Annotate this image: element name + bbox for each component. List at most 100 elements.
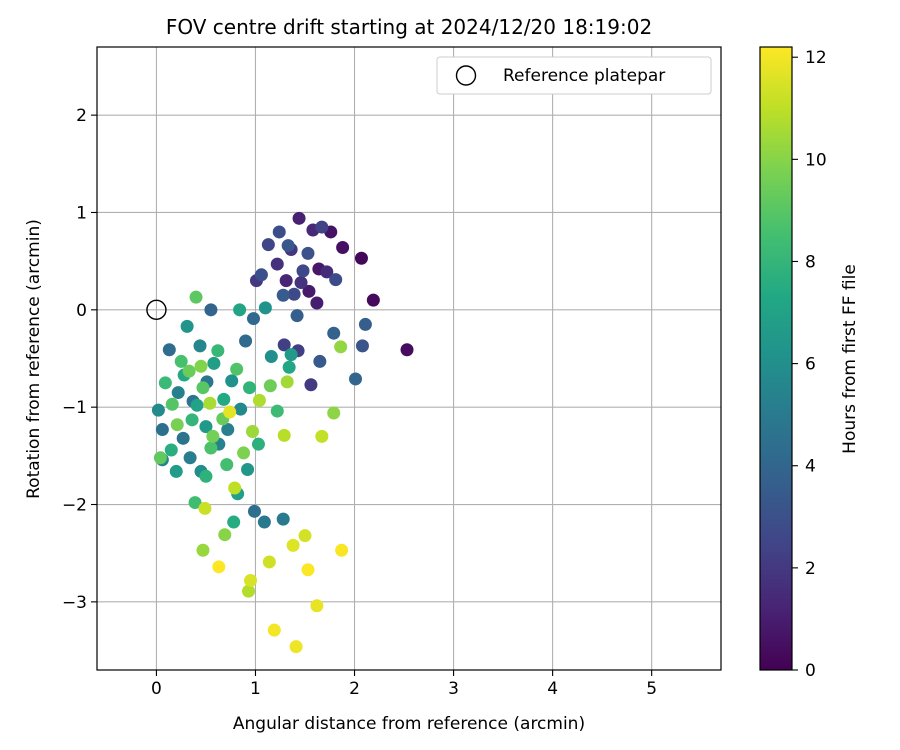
data-point bbox=[336, 241, 350, 255]
data-point bbox=[301, 246, 315, 260]
data-point bbox=[190, 398, 204, 412]
data-point bbox=[304, 378, 318, 392]
data-point bbox=[234, 402, 248, 416]
data-point bbox=[290, 309, 304, 323]
data-point bbox=[251, 437, 265, 451]
data-point bbox=[180, 319, 194, 333]
data-point bbox=[212, 560, 226, 574]
data-point bbox=[182, 364, 196, 378]
colorbar-tick-label: 0 bbox=[805, 661, 816, 681]
data-point bbox=[313, 354, 327, 368]
data-point bbox=[185, 413, 199, 427]
data-point bbox=[203, 396, 217, 410]
y-tick-label: 0 bbox=[76, 301, 87, 321]
data-point bbox=[252, 393, 266, 407]
data-point bbox=[334, 340, 348, 354]
data-point bbox=[349, 372, 363, 386]
data-point bbox=[366, 293, 380, 307]
data-point bbox=[264, 350, 278, 364]
data-point bbox=[242, 584, 256, 598]
data-point bbox=[204, 441, 218, 455]
data-point bbox=[327, 406, 341, 420]
grid-lines bbox=[97, 47, 721, 670]
colorbar-tick-label: 2 bbox=[805, 559, 816, 579]
data-point bbox=[196, 381, 210, 395]
data-point bbox=[246, 425, 260, 439]
data-point bbox=[247, 504, 261, 518]
data-point bbox=[262, 555, 276, 569]
chart-title: FOV centre drift starting at 2024/12/20 … bbox=[166, 15, 652, 39]
x-axis-label: Angular distance from reference (arcmin) bbox=[233, 714, 585, 734]
colorbar-label: Hours from first FF file bbox=[840, 264, 860, 454]
data-point bbox=[310, 599, 324, 613]
data-point bbox=[244, 573, 258, 587]
data-point bbox=[189, 290, 203, 304]
data-point bbox=[162, 343, 176, 357]
data-point bbox=[174, 354, 188, 368]
data-point bbox=[228, 481, 242, 495]
x-tick-label: 3 bbox=[448, 679, 459, 699]
data-point bbox=[193, 339, 207, 353]
data-point bbox=[284, 348, 298, 362]
data-point bbox=[164, 443, 178, 457]
data-point bbox=[230, 362, 244, 376]
colorbar: 0 2 4 6 8 10 12 Hours from first FF file bbox=[759, 46, 860, 681]
data-point bbox=[267, 623, 281, 637]
data-point bbox=[281, 239, 295, 253]
data-point bbox=[296, 264, 310, 278]
data-point bbox=[199, 469, 213, 483]
data-point bbox=[335, 543, 349, 557]
y-tick-label: −1 bbox=[62, 398, 87, 418]
data-point bbox=[263, 379, 277, 393]
y-axis-label: Rotation from reference (arcmin) bbox=[24, 219, 44, 499]
x-tick-label: 5 bbox=[646, 679, 657, 699]
scatter-points bbox=[151, 211, 414, 654]
plot-frame bbox=[96, 46, 722, 671]
data-point bbox=[221, 423, 235, 437]
data-point bbox=[246, 312, 260, 326]
data-point bbox=[358, 317, 372, 331]
data-point bbox=[302, 284, 316, 298]
data-point bbox=[287, 287, 301, 301]
y-tick-label: 1 bbox=[76, 203, 87, 223]
data-point bbox=[196, 543, 210, 557]
colorbar-tick-label: 4 bbox=[805, 457, 816, 477]
legend: Reference platepar bbox=[436, 56, 712, 95]
colorbar-ticks: 0 2 4 6 8 10 12 bbox=[792, 48, 827, 681]
data-point bbox=[310, 296, 324, 310]
data-point bbox=[329, 273, 343, 287]
data-point bbox=[280, 375, 294, 389]
colorbar-tick-label: 6 bbox=[805, 355, 816, 375]
data-point bbox=[282, 360, 296, 374]
data-point bbox=[206, 429, 220, 443]
data-point bbox=[258, 301, 272, 315]
data-point bbox=[301, 563, 315, 577]
data-point bbox=[272, 225, 286, 239]
x-tick-label: 4 bbox=[547, 679, 558, 699]
data-point bbox=[169, 464, 183, 478]
data-point bbox=[225, 374, 239, 388]
legend-marker-icon bbox=[455, 65, 477, 86]
plot-area bbox=[97, 47, 721, 670]
data-point bbox=[176, 431, 190, 445]
legend-box bbox=[436, 56, 712, 95]
y-tick-label: −2 bbox=[62, 496, 87, 516]
data-point bbox=[165, 397, 179, 411]
data-point bbox=[223, 405, 237, 419]
data-point bbox=[276, 288, 290, 302]
data-point bbox=[292, 211, 306, 225]
data-point bbox=[171, 386, 185, 400]
data-point bbox=[254, 268, 268, 282]
data-point bbox=[276, 512, 290, 526]
data-point bbox=[261, 238, 275, 252]
colorbar-tick-label: 10 bbox=[805, 150, 827, 170]
data-point bbox=[400, 343, 414, 357]
data-point bbox=[355, 339, 369, 353]
data-point bbox=[315, 429, 329, 443]
data-point bbox=[289, 640, 303, 654]
data-point bbox=[198, 501, 212, 515]
data-point bbox=[277, 428, 291, 442]
data-point bbox=[194, 359, 208, 373]
data-point bbox=[298, 529, 312, 543]
data-point bbox=[151, 403, 165, 417]
